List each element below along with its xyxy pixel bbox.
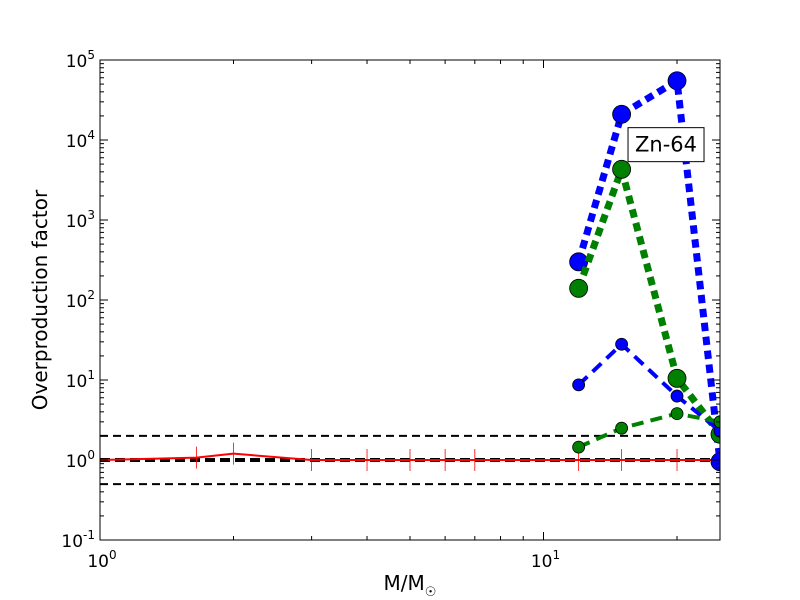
data-point-4-1: [615, 421, 629, 435]
data-point-1-1: [612, 104, 632, 124]
annotation-frame: [627, 127, 705, 163]
x-axis-title: M/M☉: [384, 571, 437, 600]
series-layer: [100, 71, 720, 472]
y-tick-label-5: 104: [66, 128, 95, 152]
x-axis-title-subscript: ☉: [425, 585, 437, 600]
y-tick-label-4: 103: [66, 208, 95, 232]
x-tick-label-1: 101: [531, 548, 560, 572]
series-3: [572, 337, 720, 438]
data-point-4-0: [572, 440, 586, 454]
series-4: [572, 407, 720, 454]
data-point-1-3: [710, 452, 720, 472]
y-tick-label-3: 102: [66, 288, 95, 312]
series-line-4: [577, 411, 720, 449]
data-point-2-1: [612, 159, 632, 179]
y-tick-label-0: 10-1: [61, 528, 95, 552]
y-tick-label-1: 100: [66, 448, 95, 472]
x-tick-label-0: 100: [87, 548, 116, 572]
data-point-1-2: [667, 71, 687, 91]
series-2: [569, 159, 720, 444]
data-point-3-2: [670, 389, 684, 403]
data-point-2-0: [569, 278, 589, 298]
series-line-3: [577, 342, 720, 433]
series-line-1: [575, 77, 720, 463]
data-point-3-0: [572, 378, 586, 392]
y-tick-label-6: 105: [66, 48, 95, 72]
series-line-2: [575, 165, 720, 437]
data-point-2-2: [667, 368, 687, 388]
x-axis-title-main: M/M: [384, 571, 425, 595]
y-axis-title: Overproduction factor: [28, 189, 52, 410]
y-tick-label-2: 101: [66, 368, 95, 392]
data-point-4-2: [670, 407, 684, 421]
series-line-0: [100, 452, 720, 461]
data-point-3-1: [615, 337, 629, 351]
series-1: [569, 71, 720, 472]
axis-ticks: [99, 59, 720, 541]
annotation-box: [627, 127, 705, 163]
data-point-3-3: [713, 424, 720, 438]
series-0: [100, 442, 720, 471]
annotation-label: Zn-64: [635, 133, 697, 157]
